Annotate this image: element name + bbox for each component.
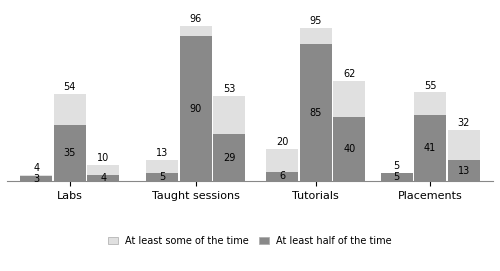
Text: 54: 54 xyxy=(64,82,76,92)
Bar xyxy=(214,96,246,134)
Bar xyxy=(266,172,298,181)
Bar xyxy=(54,125,86,181)
Text: 3: 3 xyxy=(33,174,40,184)
Text: 40: 40 xyxy=(344,144,355,154)
Text: 90: 90 xyxy=(190,104,202,114)
Text: 13: 13 xyxy=(458,166,470,176)
Bar xyxy=(414,92,446,115)
Bar xyxy=(20,176,52,181)
Text: 41: 41 xyxy=(424,143,436,153)
Bar xyxy=(448,130,480,160)
Bar xyxy=(214,134,246,181)
Text: 85: 85 xyxy=(310,108,322,118)
Bar xyxy=(266,149,298,172)
Bar xyxy=(88,165,120,175)
Bar xyxy=(334,117,366,181)
Text: 5: 5 xyxy=(394,172,400,182)
Text: 53: 53 xyxy=(223,84,235,94)
Bar xyxy=(414,115,446,181)
Text: 6: 6 xyxy=(279,172,285,181)
Text: 95: 95 xyxy=(310,16,322,26)
Bar xyxy=(20,175,52,176)
Bar xyxy=(54,94,86,125)
Bar xyxy=(180,26,212,36)
Bar xyxy=(146,160,178,173)
Text: 13: 13 xyxy=(156,148,168,158)
Text: 20: 20 xyxy=(276,137,288,147)
Text: 32: 32 xyxy=(458,118,470,128)
Text: 5: 5 xyxy=(159,172,165,182)
Text: 35: 35 xyxy=(64,148,76,158)
Text: 4: 4 xyxy=(33,163,40,173)
Bar xyxy=(300,44,332,181)
Text: 5: 5 xyxy=(394,161,400,171)
Bar xyxy=(334,81,366,117)
Text: 62: 62 xyxy=(343,69,355,79)
Bar xyxy=(146,173,178,181)
Text: 10: 10 xyxy=(98,153,110,163)
Bar xyxy=(300,28,332,44)
Bar xyxy=(180,36,212,181)
Text: 29: 29 xyxy=(223,153,235,163)
Legend: At least some of the time, At least half of the time: At least some of the time, At least half… xyxy=(104,232,396,250)
Text: 96: 96 xyxy=(190,14,202,24)
Text: 55: 55 xyxy=(424,80,436,91)
Bar xyxy=(448,160,480,181)
Bar xyxy=(380,173,412,181)
Bar xyxy=(88,175,120,181)
Text: 4: 4 xyxy=(100,173,106,183)
